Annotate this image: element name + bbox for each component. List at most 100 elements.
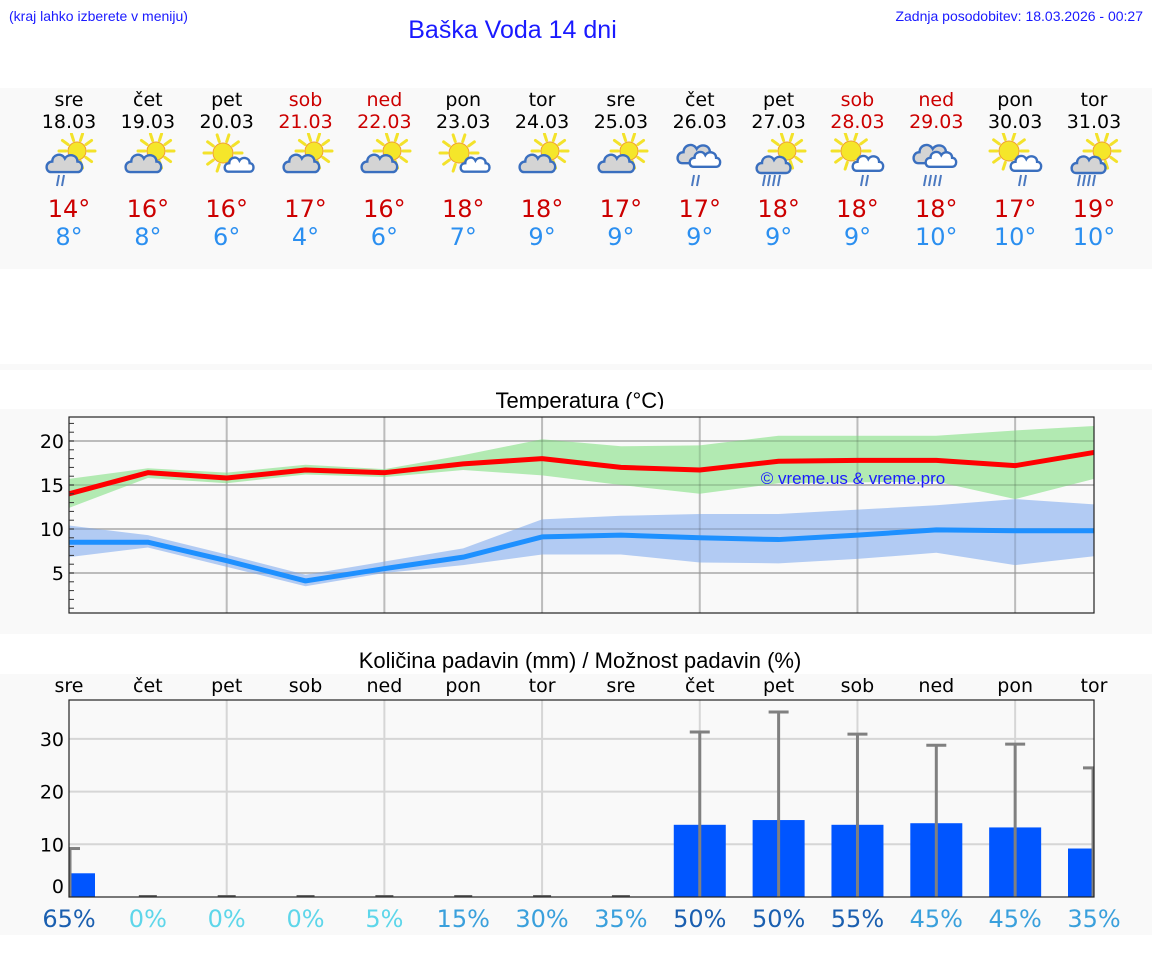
precip-probability: 55% [831,905,884,933]
max-temperature: 16° [205,195,248,223]
partly-cloudy-icon [108,132,188,195]
min-temperature: 9° [843,223,872,251]
day-date: 28.03 [830,111,885,133]
sunny-light-rain-icon [975,131,1055,195]
y-tick-label: 0 [52,876,64,898]
day-date: 31.03 [1066,111,1122,133]
y-tick-label: 30 [40,729,64,751]
day-date: 26.03 [672,111,727,133]
day-date: 25.03 [593,111,649,133]
day-name: tor [1080,89,1108,111]
precip-probability: 5% [365,905,403,933]
precip-probability: 45% [910,905,963,933]
min-temperature: 8° [55,223,83,251]
min-temperature: 10° [993,223,1037,251]
max-temperature: 17° [599,195,643,223]
precip-probability: 35% [1067,905,1120,933]
max-temperature: 17° [678,195,722,223]
day-name: pet [763,89,795,111]
day-label: pet [763,675,794,697]
location-menu-hint: (kraj lahko izberete v meniju) [9,8,188,24]
day-label: ned [918,675,954,697]
day-name: sob [288,89,323,111]
day-label: ned [366,675,402,697]
day-forecast: pon 30.03 17° 10° [975,89,1055,251]
min-temperature: 10° [1072,223,1116,251]
day-date: 30.03 [987,111,1043,133]
day-label: tor [1081,675,1108,697]
max-temperature: 19° [1072,195,1116,223]
day-label: sob [289,675,323,697]
min-temperature: 9° [764,223,793,251]
sunny-light-rain-icon [817,131,897,195]
y-tick-label: 20 [40,782,64,804]
day-date: 21.03 [278,111,333,133]
day-name: pet [211,89,243,111]
day-forecast: ned 22.03 16° 6° [344,89,424,251]
day-date: 29.03 [909,111,964,133]
watermark: © vreme.us & vreme.pro [761,469,945,488]
y-tick-label: 10 [40,519,64,541]
daily-forecast-panel [0,88,1152,269]
precip-probability: 45% [988,905,1041,933]
min-temperature: 9° [528,223,556,251]
day-label: sre [606,675,635,697]
precip-probability: 35% [594,905,647,933]
temperature-chart: 5 10 15 20 © vreme.us & vreme.pro [40,416,1095,614]
temperature-chart-title: Temperatura (°C) [495,388,665,413]
precip-probability: 15% [437,905,490,933]
day-name: čet [684,89,715,111]
max-temperature: 18° [915,195,958,223]
precip-probability: 30% [515,905,568,933]
cloudy-light-rain-icon [660,133,740,195]
day-name: pon [445,89,482,111]
y-tick-label: 5 [52,563,64,585]
day-date: 18.03 [41,111,97,133]
day-label: tor [529,675,556,697]
day-forecast: čet 26.03 17° 9° [660,89,740,251]
day-label: sre [55,675,84,697]
min-temperature: 7° [449,223,477,251]
day-name: tor [528,89,556,111]
day-date: 22.03 [357,111,412,133]
max-temperature: 18° [520,195,564,223]
cloudy-rain-icon [896,133,976,195]
daily-forecast-strip: sre 18.03 14° 8° čet 19.03 16° 8° pet 20.03 16° 6° s… [0,88,1152,268]
day-label: čet [133,675,163,697]
max-temperature: 16° [363,195,406,223]
max-temperature: 18° [757,195,800,223]
day-name: sre [606,89,636,111]
day-forecast: ned 29.03 18° 10° [896,89,976,251]
min-temperature: 6° [370,223,399,251]
mostly-sunny-icon [187,133,267,195]
day-label: sob [841,675,875,697]
min-temperature: 6° [213,223,241,251]
partly-cloudy-light-rain-icon [29,132,109,195]
day-name: ned [918,89,955,111]
day-forecast: sre 18.03 14° 8° [29,89,109,251]
day-name: ned [366,89,403,111]
precip-probability: 0% [208,905,246,933]
min-temperature: 9° [607,223,635,251]
max-temperature: 14° [47,195,91,223]
partly-cloudy-icon [266,132,346,195]
y-tick-label: 20 [40,431,64,453]
precip-bar [69,873,95,897]
day-forecast: sob 28.03 18° 9° [817,89,897,251]
day-label: pon [997,675,1033,697]
partly-cloudy-rain-icon [739,132,819,195]
divider [0,364,1152,370]
day-label: pet [211,675,242,697]
max-temperature: 18° [836,195,879,223]
min-temperature: 8° [134,223,162,251]
day-forecast: pet 27.03 18° 9° [739,89,819,251]
min-temperature: 10° [915,223,958,251]
day-date: 20.03 [199,111,254,133]
y-tick-label: 15 [40,475,64,497]
day-label: pon [445,675,481,697]
partly-cloudy-icon [344,132,424,195]
day-name: pon [997,89,1033,111]
precip-bar [1068,848,1094,897]
min-temperature: 4° [291,223,320,251]
day-forecast: pet 20.03 16° 6° [187,89,267,251]
